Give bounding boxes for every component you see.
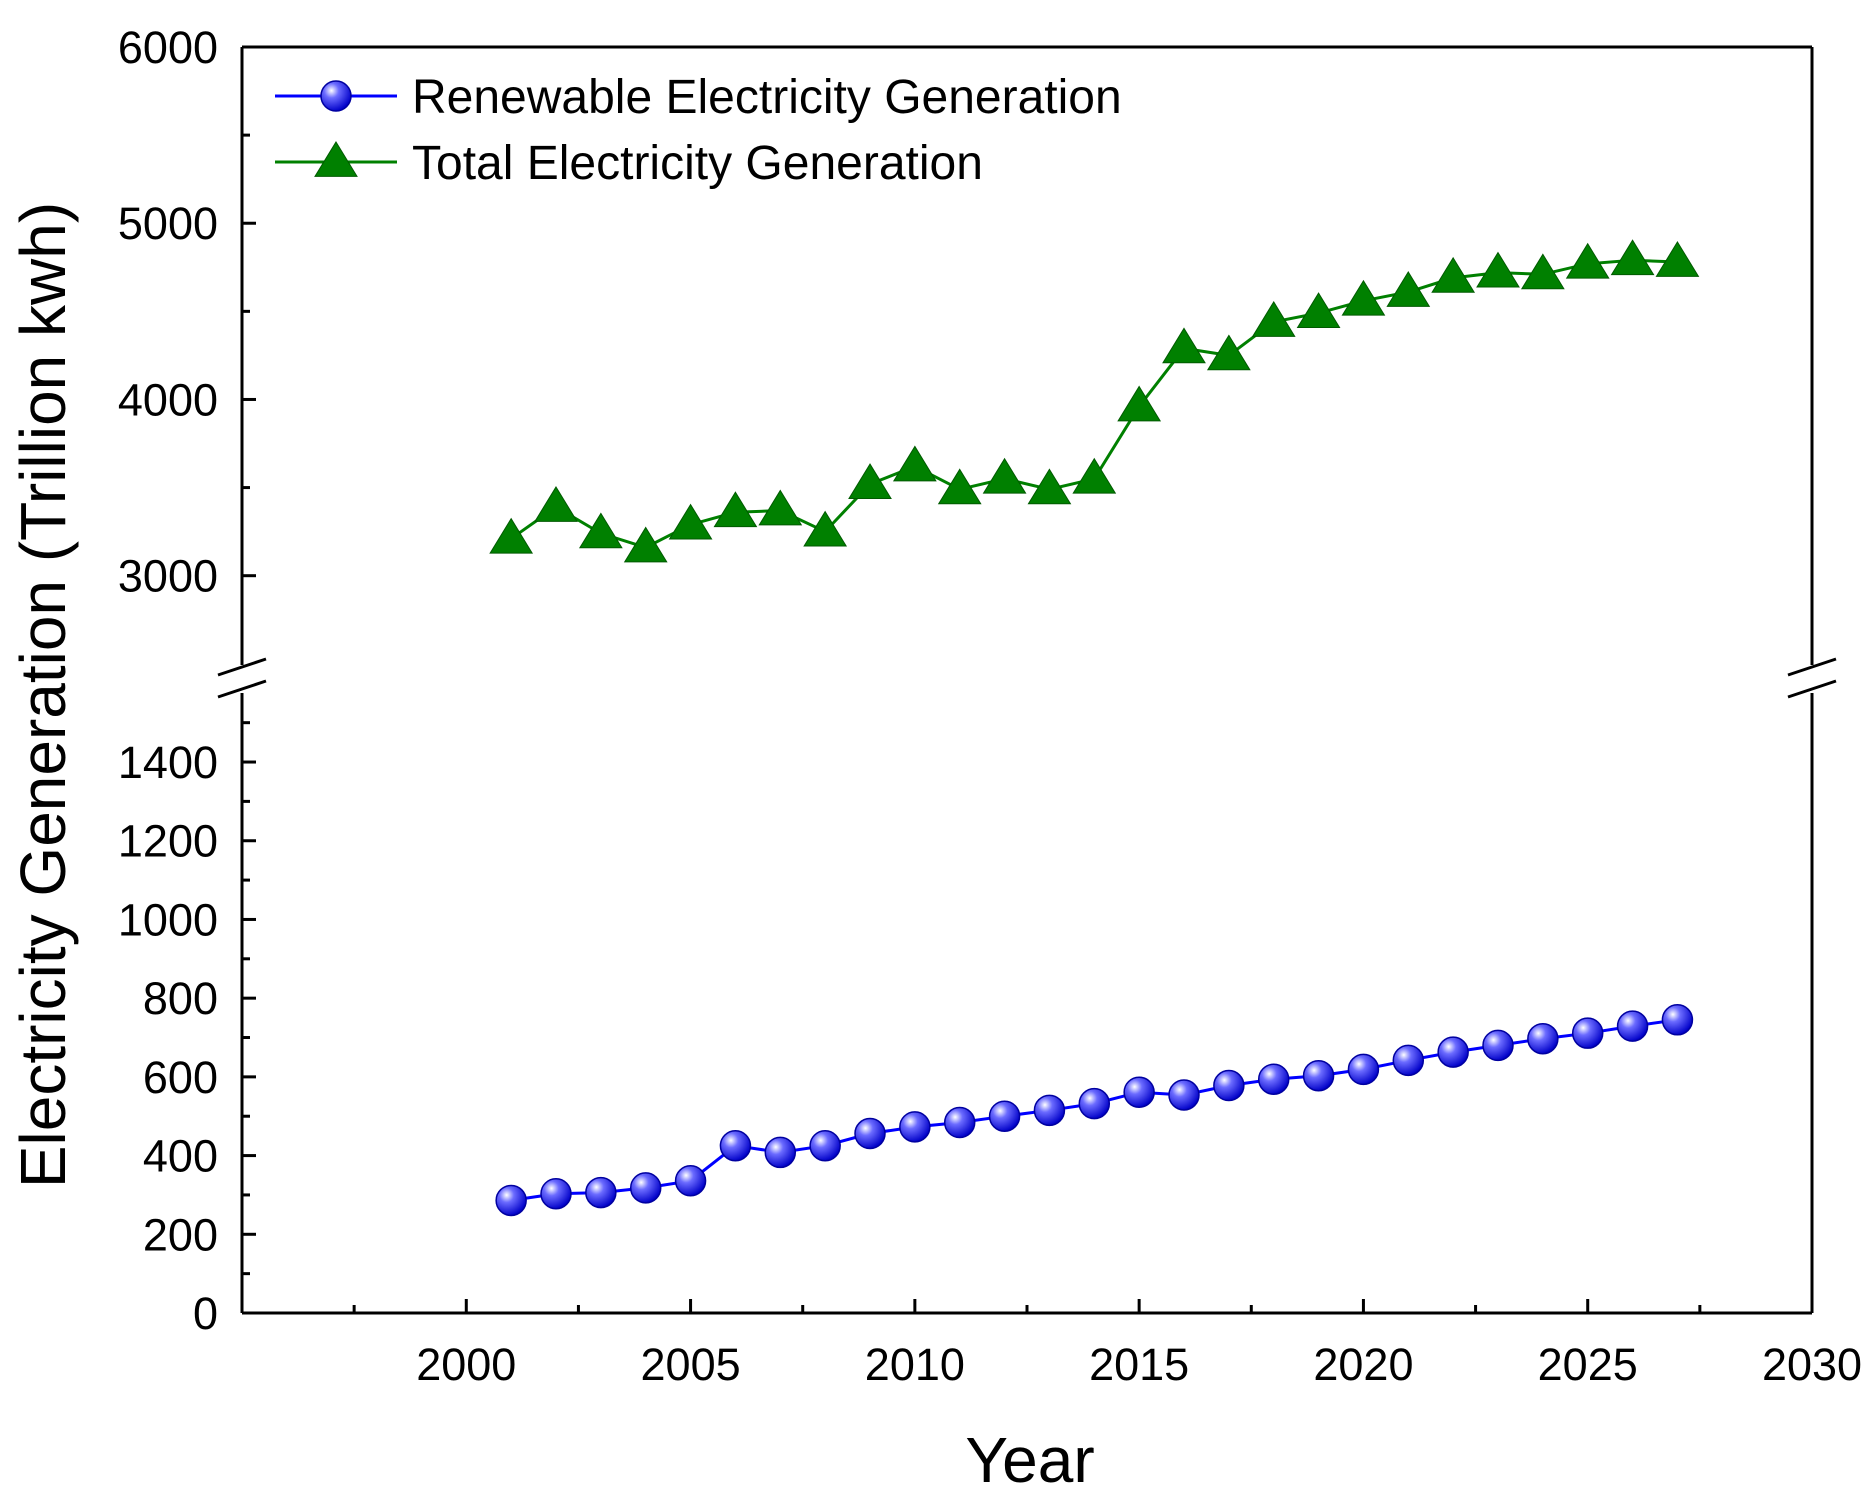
renewable-generation-point (854, 1117, 886, 1150)
total-generation-line (510, 258, 1678, 550)
renewable-generation-point (1661, 1004, 1694, 1036)
axis-break-left-1 (217, 657, 267, 677)
total-generation-point (1117, 385, 1162, 422)
renewable-generation-point (719, 1129, 752, 1162)
x-tick-label: 2020 (1313, 1339, 1413, 1390)
y-tick-label-lower: 0 (193, 1288, 218, 1339)
renewable-generation-point (1527, 1022, 1559, 1055)
x-axis-title: Year (965, 1424, 1094, 1496)
total-generation-point (534, 486, 578, 522)
y-tick-label-upper: 5000 (118, 198, 218, 249)
renewable-generation-point (1437, 1036, 1469, 1068)
total-generation-point (1655, 241, 1700, 277)
y-tick-label-upper: 4000 (118, 374, 218, 425)
renewable-generation-point (1392, 1044, 1425, 1077)
total-generation-point (578, 512, 623, 549)
renewable-generation-point (1213, 1069, 1245, 1102)
total-generation-point (1476, 251, 1520, 288)
renewable-generation-point (1571, 1017, 1604, 1049)
legend-total-marker (314, 141, 358, 177)
renewable-generation-point (1168, 1079, 1200, 1111)
renewable-generation-point (585, 1176, 617, 1209)
renewable-generation-point (1347, 1053, 1380, 1086)
legend: Renewable Electricity Generation Total El… (275, 71, 1122, 190)
total-generation-point (1341, 279, 1386, 316)
renewable-generation-point (495, 1184, 527, 1217)
renewable-generation-point (1033, 1094, 1066, 1127)
total-generation-point (1162, 327, 1206, 364)
series-markers (489, 239, 1700, 1217)
renewable-generation-point (1302, 1059, 1335, 1092)
y-tick-label-lower: 1400 (118, 737, 218, 788)
axis-break-left-2 (217, 679, 267, 699)
total-generation-point (848, 463, 892, 499)
renewable-generation-point (988, 1100, 1021, 1132)
renewable-generation-point (1123, 1076, 1155, 1108)
renewable-generation-point (629, 1172, 662, 1204)
total-generation-point (1206, 334, 1251, 371)
total-generation-point (1251, 300, 1296, 337)
y-tick-label-lower: 1200 (118, 816, 218, 867)
total-generation-point (668, 503, 713, 540)
y-tick-label-upper: 6000 (118, 22, 218, 73)
axis-ticks: 2000 2005 2010 2015 2020 2025 2030 0 200 400 600 80… (118, 22, 1862, 1390)
x-tick-label: 2010 (865, 1339, 965, 1390)
total-generation-point (1072, 457, 1117, 494)
total-generation-point (803, 510, 848, 547)
total-generation-point (623, 526, 668, 563)
x-tick-label: 2030 (1762, 1339, 1862, 1390)
axis-break-right-1 (1787, 657, 1837, 677)
total-generation-point (892, 445, 937, 482)
renewable-generation-point (1257, 1063, 1290, 1095)
y-tick-label-upper: 3000 (118, 551, 218, 602)
x-tick-label: 2005 (641, 1339, 741, 1390)
plot-frame (217, 45, 1837, 1315)
total-generation-point (1386, 271, 1431, 307)
renewable-generation-point (899, 1111, 931, 1143)
renewable-generation-point (943, 1106, 976, 1139)
total-generation-point (1027, 468, 1072, 505)
y-axis-title: Electricity Generation (Trillion kwh) (7, 202, 79, 1188)
y-tick-label-lower: 800 (143, 973, 218, 1024)
renewable-generation-point (1078, 1087, 1111, 1120)
x-tick-label: 2000 (416, 1339, 516, 1390)
x-tick-label: 2025 (1538, 1339, 1638, 1390)
renewable-generation-point (1616, 1010, 1649, 1042)
y-tick-label-lower: 400 (143, 1131, 218, 1182)
legend-total-label: Total Electricity Generation (412, 137, 983, 190)
total-generation-point (982, 457, 1027, 494)
y-tick-label-lower: 600 (143, 1052, 218, 1103)
renewable-generation-point (809, 1129, 841, 1162)
total-generation-point (937, 468, 982, 505)
y-tick-label-lower: 200 (143, 1209, 218, 1260)
renewable-generation-point (540, 1178, 572, 1210)
total-generation-point (758, 489, 803, 526)
total-generation-point (1431, 256, 1476, 293)
total-generation-point (489, 517, 534, 554)
total-generation-point (1296, 292, 1341, 329)
axis-break-right-2 (1787, 679, 1837, 699)
total-generation-point (713, 491, 758, 528)
renewable-generation-point (674, 1165, 707, 1197)
y-tick-label-lower: 1000 (118, 894, 218, 945)
total-generation-point (1565, 242, 1610, 279)
legend-renewable-marker (320, 80, 352, 112)
renewable-generation-point (764, 1136, 797, 1169)
legend-renewable-label: Renewable Electricity Generation (412, 71, 1122, 124)
total-generation-point (1610, 239, 1655, 276)
renewable-generation-point (1482, 1029, 1514, 1062)
x-tick-label: 2015 (1089, 1339, 1189, 1390)
total-generation-point (1520, 253, 1565, 290)
